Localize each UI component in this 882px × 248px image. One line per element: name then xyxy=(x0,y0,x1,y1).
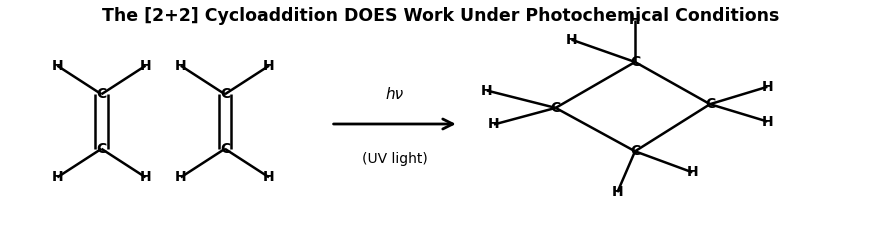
Text: H: H xyxy=(481,84,493,97)
Text: The [2+2] Cycloaddition DOES Work Under Photochemical Conditions: The [2+2] Cycloaddition DOES Work Under … xyxy=(102,7,780,26)
Text: H: H xyxy=(175,59,187,73)
Text: H: H xyxy=(761,80,774,94)
Text: C: C xyxy=(705,97,715,111)
Text: C: C xyxy=(96,87,107,101)
Text: H: H xyxy=(629,13,641,27)
Text: C: C xyxy=(550,101,561,115)
Text: (UV light): (UV light) xyxy=(362,152,428,166)
Text: C: C xyxy=(96,142,107,156)
Text: H: H xyxy=(488,118,500,131)
Text: C: C xyxy=(220,142,230,156)
Text: H: H xyxy=(611,185,624,199)
Text: C: C xyxy=(630,144,640,158)
Text: H: H xyxy=(139,59,152,73)
Text: H: H xyxy=(565,33,578,47)
Text: H: H xyxy=(263,59,275,73)
Text: H: H xyxy=(175,170,187,184)
Text: C: C xyxy=(220,87,230,101)
Text: C: C xyxy=(630,55,640,69)
Text: H: H xyxy=(263,170,275,184)
Text: H: H xyxy=(761,115,774,128)
Text: H: H xyxy=(686,165,699,179)
Text: H: H xyxy=(51,59,64,73)
Text: hν: hν xyxy=(385,87,404,102)
Text: H: H xyxy=(51,170,64,184)
Text: H: H xyxy=(139,170,152,184)
